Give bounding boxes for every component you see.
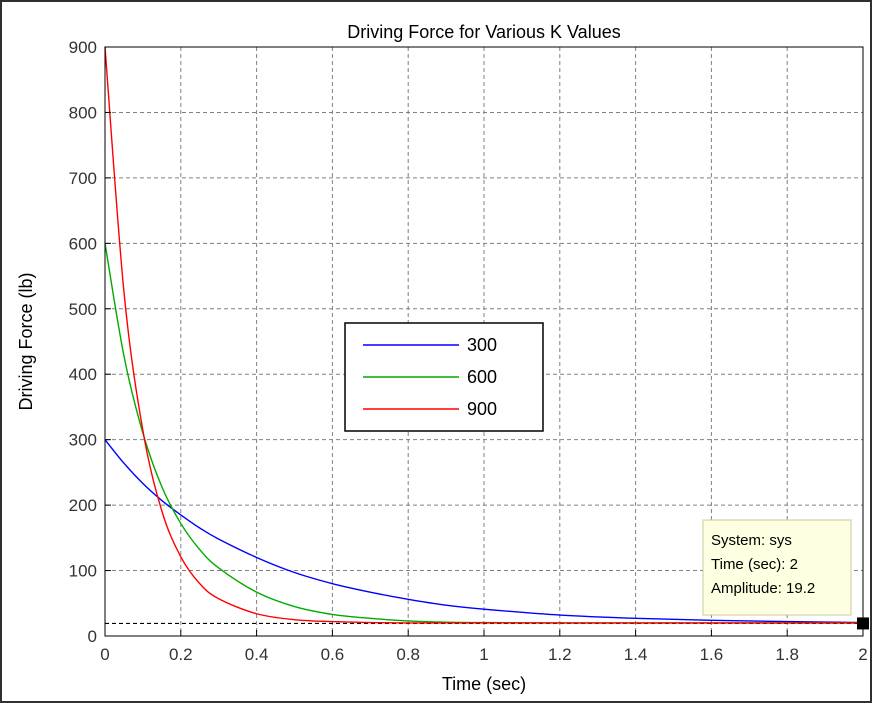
ticks: 0 0.2 0.4 0.6 0.8 1 1.2 1.4 1.6 1.8 2 0 100 200 300 400… <box>69 38 868 664</box>
x-tick-label: 0.6 <box>321 645 345 664</box>
datatip-marker[interactable] <box>857 617 869 630</box>
y-tick-label: 100 <box>69 562 97 581</box>
x-tick-label: 1.4 <box>624 645 648 664</box>
datatip-line: Time (sec): 2 <box>711 556 798 573</box>
y-tick-label: 600 <box>69 234 97 253</box>
datatip-line: System: sys <box>711 532 792 549</box>
series-line-900 <box>104 46 863 624</box>
y-tick-label: 200 <box>69 496 97 515</box>
y-tick-label: 300 <box>69 431 97 450</box>
y-tick-label: 900 <box>69 38 97 57</box>
legend-label-300: 300 <box>467 335 497 355</box>
datatip-box <box>702 519 852 616</box>
x-tick-label: 0 <box>100 645 109 664</box>
datatip-line: Amplitude: 19.2 <box>711 580 815 597</box>
series-line-300 <box>104 439 864 624</box>
x-tick-label: 1.8 <box>775 645 799 664</box>
legend-label-900: 900 <box>467 399 497 419</box>
x-tick-label: 1 <box>479 645 488 664</box>
y-tick-label: 500 <box>69 300 97 319</box>
x-tick-label: 0.2 <box>169 645 193 664</box>
series-layer <box>104 46 864 624</box>
legend[interactable]: 300 600 900 <box>344 322 544 432</box>
legend-label-600: 600 <box>467 367 497 387</box>
x-tick-label: 1.6 <box>700 645 724 664</box>
y-tick-label: 800 <box>69 103 97 122</box>
x-tick-label: 2 <box>858 645 867 664</box>
y-tick-label: 0 <box>88 627 97 646</box>
x-tick-label: 1.2 <box>548 645 572 664</box>
y-axis-title: Driving Force (lb) <box>16 272 36 410</box>
x-axis-title: Time (sec) <box>442 674 526 694</box>
chart-title: Driving Force for Various K Values <box>347 22 620 42</box>
x-tick-label: 0.4 <box>245 645 269 664</box>
y-tick-label: 400 <box>69 365 97 384</box>
datatip[interactable]: System: sys Time (sec): 2 Amplitude: 19.2 <box>702 519 869 630</box>
y-tick-label: 700 <box>69 169 97 188</box>
x-tick-label: 0.8 <box>396 645 420 664</box>
